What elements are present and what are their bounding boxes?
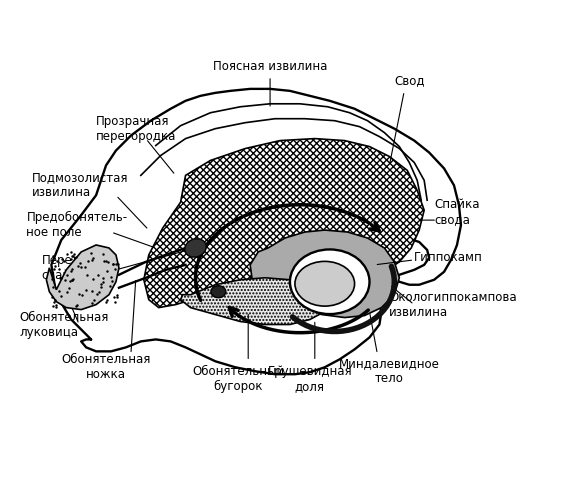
Ellipse shape (211, 286, 226, 298)
Polygon shape (250, 230, 399, 318)
Text: Подмозолистая
извилина: Подмозолистая извилина (32, 171, 128, 199)
Text: Обонятельная
луковица: Обонятельная луковица (20, 311, 109, 338)
Ellipse shape (290, 250, 369, 314)
Text: Окологиппокампова
извилина: Окологиппокампова извилина (389, 290, 517, 319)
Text: Передняя
спайка: Передняя спайка (41, 254, 102, 282)
Text: Предобонятель-
ное поле: Предобонятель- ное поле (27, 211, 127, 239)
Text: Обонятельный
бугорок: Обонятельный бугорок (192, 365, 284, 393)
Ellipse shape (185, 239, 206, 257)
Text: Обонятельная
ножка: Обонятельная ножка (61, 353, 151, 381)
Text: Прозрачная
перегородка: Прозрачная перегородка (96, 115, 177, 143)
Polygon shape (144, 139, 424, 308)
Text: Поясная извилина: Поясная извилина (213, 60, 327, 72)
Polygon shape (180, 278, 330, 324)
Polygon shape (46, 245, 119, 310)
Text: Грушевидная
доля: Грушевидная доля (267, 365, 352, 393)
Ellipse shape (295, 262, 355, 306)
Text: Миндалевидное
тело: Миндалевидное тело (339, 357, 440, 385)
Text: Свод: Свод (394, 74, 425, 87)
Text: Спайка
свода: Спайка свода (434, 198, 479, 226)
Text: Гиппокамп: Гиппокамп (414, 252, 483, 264)
